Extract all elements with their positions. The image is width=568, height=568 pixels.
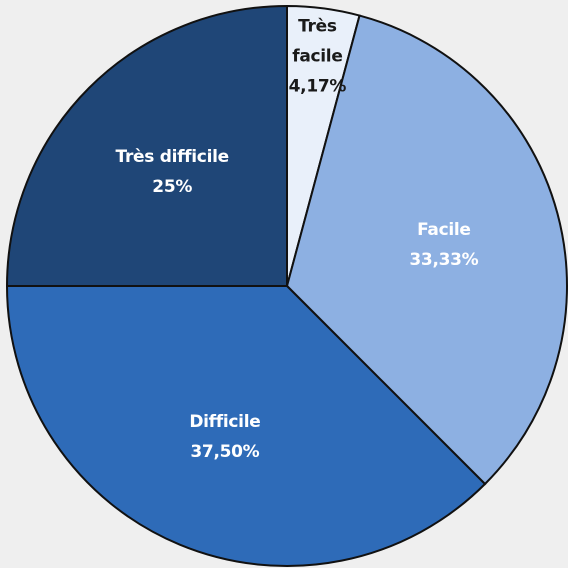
slice-value-label: 33,33% <box>409 250 478 270</box>
slice-name-label: Très difficile <box>116 147 229 167</box>
slice-value-label: 37,50% <box>190 442 259 462</box>
slice-name-label: facile <box>292 47 342 67</box>
pie-labels: Très facile 4,17% Facile 33,33% Difficile 37,5… <box>116 17 479 462</box>
pie-slice-tr-s-difficile <box>5 4 288 287</box>
slice-name-label: Très <box>298 17 337 37</box>
pie-slices <box>5 4 568 567</box>
slice-value-label: 25% <box>152 177 192 197</box>
slice-name-label: Facile <box>417 220 471 240</box>
pie-slice-difficile <box>5 285 487 567</box>
slice-name-label: Difficile <box>189 412 260 432</box>
slice-value-label: 4,17% <box>289 77 347 97</box>
pie-slice-facile <box>285 14 568 486</box>
